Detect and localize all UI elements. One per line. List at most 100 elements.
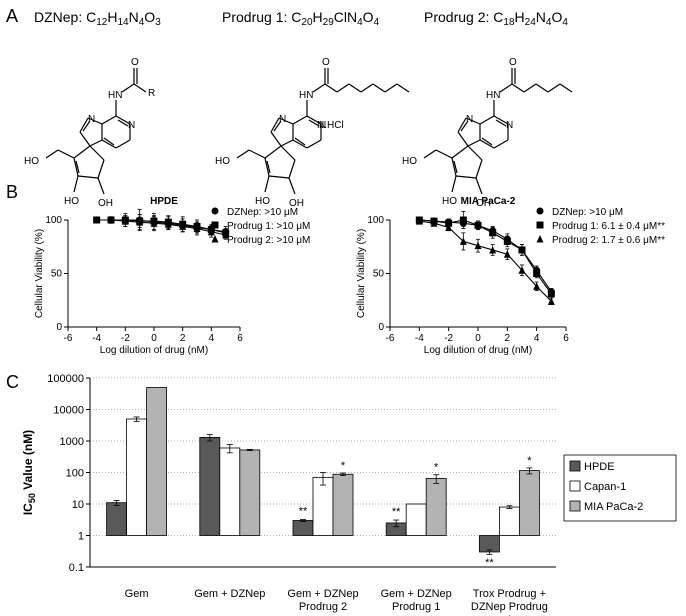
bond [475, 177, 483, 195]
bond [465, 117, 481, 125]
significance-mark: * [341, 460, 346, 472]
legend-label: Prodrug 1: >10 μM [227, 221, 310, 232]
x-tick-label: 0 [151, 333, 157, 344]
legend-label: Prodrug 2: >10 μM [227, 235, 310, 246]
legend-marker [536, 207, 544, 215]
data-point [518, 266, 526, 274]
bond [535, 83, 549, 93]
bond [308, 119, 320, 127]
hcl-label: N.HCl [317, 120, 344, 131]
data-point [547, 290, 555, 298]
bond [455, 175, 477, 179]
bond [273, 120, 282, 132]
legend-swatch [569, 480, 581, 492]
bond [451, 175, 457, 193]
bond [57, 149, 75, 159]
x-tick-label: -6 [386, 333, 395, 344]
y-tick-label: 50 [373, 269, 385, 280]
y-tick-label: 100 [66, 468, 84, 480]
molecule-3: HN N N O HO HO OH [402, 57, 573, 209]
data-point [207, 227, 215, 236]
structure-name-prodrug2: Prodrug 2: C18H24N4O4 [424, 9, 568, 28]
bond [451, 157, 457, 177]
bond [384, 83, 398, 93]
bond [101, 115, 117, 125]
miapaca-viability-chart: MIA PaCa-2 0 50 100 -6 -4 -2 0 2 4 6 Log dilution o… [356, 196, 665, 356]
bond [475, 159, 483, 179]
bond [306, 139, 322, 149]
bond [499, 83, 513, 93]
y-axis-label: Cellular Viability (%) [34, 229, 45, 318]
y-axis-label: Cellular Viability (%) [356, 229, 367, 318]
y-axis-label: IC50 Value (nM) [21, 430, 37, 515]
bar-hpde [106, 502, 127, 536]
o-label: O [509, 57, 517, 68]
data-point [518, 246, 526, 254]
bond [97, 159, 105, 179]
legend-label: Capan-1 [584, 481, 626, 493]
legend-swatch [569, 500, 581, 512]
bar-capan-1 [498, 506, 520, 536]
legend-marker [211, 221, 219, 229]
bond [270, 117, 280, 133]
bond [288, 159, 296, 179]
bond [294, 137, 306, 146]
y-tick-label: 100 [45, 215, 62, 226]
bond [264, 157, 270, 177]
legend-marker [211, 207, 219, 215]
bond [288, 177, 296, 195]
x-tick-label: -6 [64, 333, 73, 344]
ic50-bar-chart: 0.1 1 10 100 1000 10000 100000 IC50 Value (nM) G… [21, 373, 677, 616]
ho-label: HO [24, 156, 39, 167]
bond [360, 83, 374, 93]
bond [523, 83, 537, 93]
oh-label: OH [289, 198, 304, 209]
legend-marker [211, 235, 219, 243]
o-label: O [131, 57, 139, 68]
legend-label: HPDE [584, 461, 615, 473]
data-point [179, 222, 187, 230]
hpde-viability-chart: HPDE 0 50 100 -6 -4 -2 0 2 4 6 Log dilution of drug… [34, 196, 310, 356]
panel-label-c: C [6, 372, 19, 392]
data-point [474, 241, 482, 250]
y-tick-label: 100000 [47, 373, 84, 385]
data-point [164, 220, 172, 228]
bond [467, 145, 483, 161]
bond [73, 175, 79, 193]
bond [103, 137, 115, 146]
hn-label: HN [486, 90, 500, 101]
bond [306, 115, 322, 125]
structure-name-prodrug1: Prodrug 1: C20H29ClN4O4 [222, 9, 380, 28]
bond [87, 117, 103, 125]
bond [312, 83, 326, 93]
data-point [533, 282, 541, 290]
data-point [150, 219, 158, 227]
r-group-label: R [148, 88, 155, 99]
bar-mia-paca-2 [519, 470, 540, 536]
bond [115, 139, 131, 149]
bond [82, 120, 91, 132]
significance-mark: ** [485, 557, 494, 569]
ho-label: HO [64, 196, 79, 207]
bond [77, 175, 99, 179]
legend-marker [536, 235, 544, 243]
y-tick-label: 1000 [60, 436, 84, 448]
bond [396, 83, 410, 93]
data-point [430, 219, 438, 227]
bond [336, 83, 350, 93]
bond [89, 139, 103, 147]
bar-mia-paca-2 [146, 387, 168, 536]
bond [559, 83, 573, 93]
bond [511, 83, 525, 93]
bond [372, 83, 386, 93]
bar-capan-1 [126, 418, 147, 536]
bar-capan-1 [405, 503, 427, 536]
data-point [415, 217, 423, 225]
series-line [419, 219, 552, 295]
x-tick-label: -4 [415, 333, 424, 344]
bond [481, 137, 493, 146]
bond [292, 115, 308, 125]
bond [101, 139, 117, 149]
y-tick-label: 10 [72, 499, 84, 511]
